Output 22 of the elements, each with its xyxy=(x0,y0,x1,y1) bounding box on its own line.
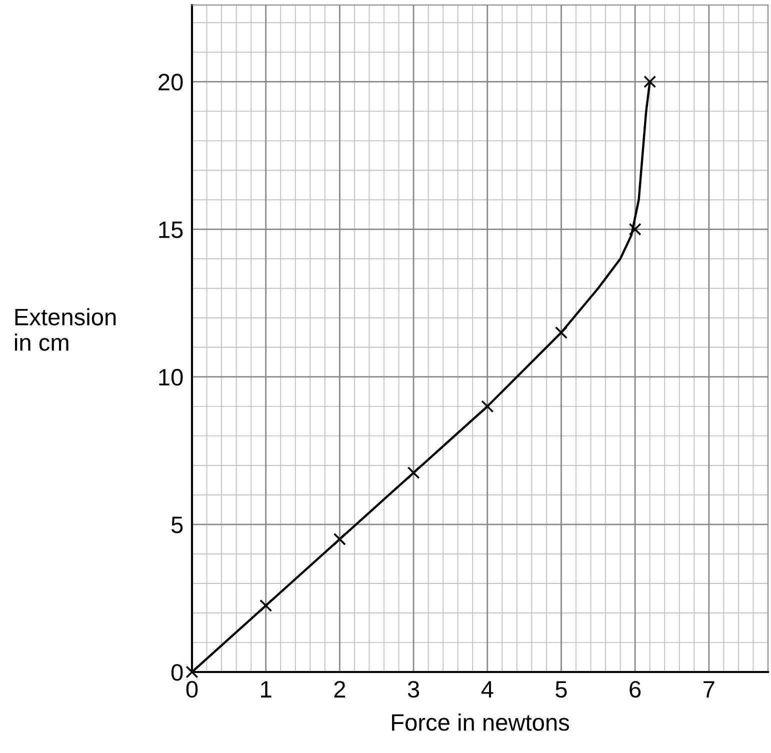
x-tick-label: 0 xyxy=(186,680,198,698)
point xyxy=(644,75,656,88)
y-tick-label: 0 xyxy=(171,664,183,681)
x-tick-label: 3 xyxy=(408,680,420,698)
y-tick-label: 20 xyxy=(158,74,183,91)
y-tick-label: 10 xyxy=(159,368,183,386)
point xyxy=(628,223,642,236)
x-tick-label: 5 xyxy=(556,681,567,698)
point xyxy=(186,666,198,678)
point xyxy=(260,599,272,612)
x-tick-label: 2 xyxy=(334,680,346,698)
y-tick-label: 15 xyxy=(159,222,183,238)
point xyxy=(554,326,568,339)
x-tick-label: 1 xyxy=(261,681,272,698)
x-axis-title: Force in newtons xyxy=(392,713,570,731)
y-axis-title: Extension in cm xyxy=(15,308,116,351)
y-tick-label: 5 xyxy=(171,516,183,534)
x-tick-label: 4 xyxy=(481,681,494,698)
point xyxy=(481,400,494,413)
x-tick-label: 6 xyxy=(630,680,641,698)
x-tick-label: 7 xyxy=(704,681,714,698)
point xyxy=(333,532,346,546)
